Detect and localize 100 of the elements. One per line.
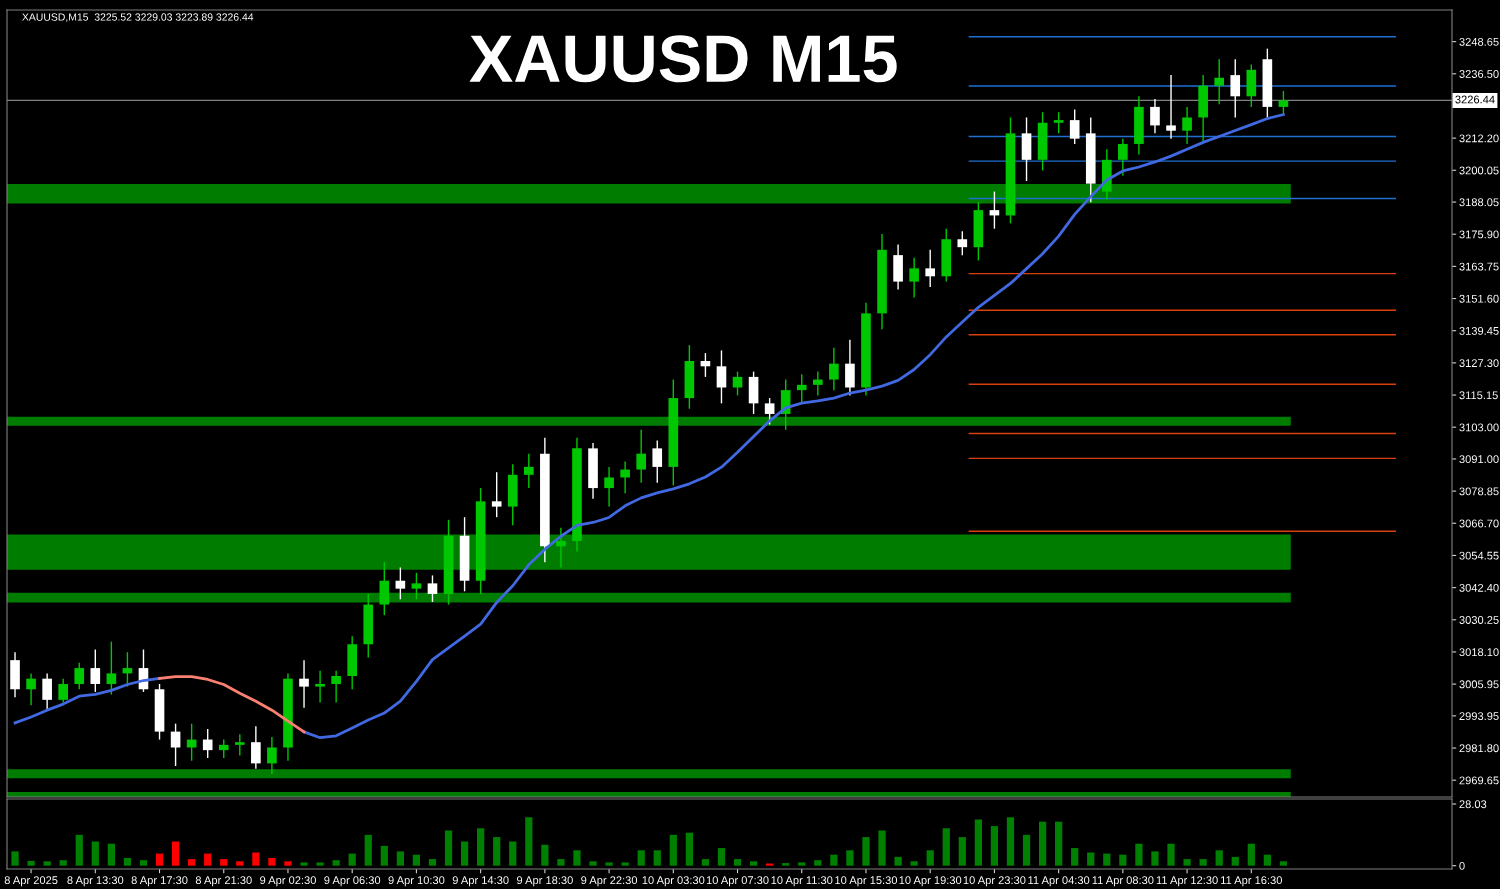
bar [204, 853, 212, 866]
bar [1055, 821, 1063, 866]
candlestick [218, 738, 229, 759]
candlestick [26, 672, 36, 706]
bar [557, 859, 565, 866]
bar [107, 843, 115, 866]
x-tick-label: 8 Apr 13:30 [67, 876, 124, 887]
bar [717, 848, 726, 866]
y-tick-label: 3200.05 [1459, 166, 1499, 175]
candlestick [299, 659, 309, 709]
bar [798, 862, 806, 866]
bar [862, 837, 870, 866]
candlestick [957, 230, 968, 256]
y-tick-label: 3054.55 [1459, 551, 1499, 560]
candlestick [764, 397, 775, 426]
bar [316, 862, 324, 866]
bar [412, 854, 421, 866]
candlestick [796, 373, 807, 405]
y-tick-label: 3005.95 [1459, 680, 1499, 689]
candlestick [1278, 90, 1289, 116]
x-tick-label: 8 Apr 21:30 [195, 876, 252, 887]
candlestick [1182, 106, 1192, 145]
bar [236, 861, 244, 866]
y-tick-label: 3212.20 [1459, 134, 1499, 143]
bar [460, 841, 469, 866]
candlestick [74, 662, 85, 690]
bar [1135, 843, 1143, 866]
bar [1071, 848, 1079, 866]
bar [123, 857, 132, 866]
x-tick-label: 10 Apr 07:30 [706, 876, 769, 887]
candlestick [812, 370, 823, 397]
candlestick [411, 572, 422, 600]
bar [59, 860, 67, 866]
y-tick-label: 3248.65 [1459, 37, 1499, 46]
x-tick-label: 10 Apr 23:30 [963, 876, 1026, 887]
candlestick [58, 677, 69, 704]
ref-line-label: 3226.44 [1455, 95, 1495, 104]
candlestick [395, 566, 406, 600]
x-tick-label: 8 Apr 2025 [4, 876, 58, 887]
candlestick [267, 736, 277, 775]
bar [396, 851, 404, 866]
bar [332, 860, 340, 866]
bar [139, 860, 148, 866]
bar [1279, 861, 1288, 866]
bar [268, 857, 276, 866]
x-tick-label: 11 Apr 04:30 [1028, 876, 1090, 887]
bar [428, 859, 437, 866]
candlestick [315, 670, 325, 704]
candlestick [1118, 137, 1128, 177]
bar [814, 860, 822, 866]
bar [749, 861, 758, 866]
bar [990, 826, 999, 866]
x-tick-label: 9 Apr 10:30 [388, 876, 445, 887]
y-tick-label: 2993.95 [1459, 712, 1499, 720]
candlestick [636, 429, 647, 484]
x-tick-label: 9 Apr 14:30 [452, 876, 509, 887]
y-tick-label: 3175.90 [1459, 230, 1499, 239]
candlestick [234, 733, 245, 757]
x-tick-label: 10 Apr 19:30 [899, 876, 962, 887]
y-tick-label: 3078.85 [1459, 487, 1499, 496]
candlestick [556, 527, 566, 569]
candlestick [620, 460, 630, 495]
y-tick-label: 3127.30 [1459, 359, 1499, 367]
bar [974, 819, 982, 866]
y-tick-label: 3163.75 [1459, 262, 1499, 271]
bar [11, 851, 19, 866]
line-series [158, 675, 306, 734]
y-tick-label: 2969.65 [1459, 776, 1499, 785]
bar [1247, 843, 1255, 866]
bar [444, 830, 453, 866]
bar [284, 861, 292, 866]
bar [910, 861, 918, 866]
candlestick [909, 257, 919, 299]
candlestick [1214, 58, 1225, 105]
bar [171, 841, 180, 866]
bar [942, 828, 950, 866]
bar [1183, 859, 1191, 866]
y-tick-label: 3018.10 [1459, 648, 1499, 657]
bar [669, 834, 677, 866]
candlestick [1166, 74, 1176, 140]
y-tick-label: 3188.05 [1459, 198, 1499, 207]
bar [958, 837, 966, 866]
bar [685, 832, 693, 866]
annotation: XAUUSD,M15 3225.52 3229.03 3223.89 3226.44 [22, 13, 254, 22]
y-tick-label: 3103.00 [1459, 423, 1499, 432]
bar [380, 845, 388, 866]
y-tick-label: 3139.45 [1459, 326, 1499, 335]
candlestick [1230, 58, 1241, 119]
bar [1022, 834, 1031, 866]
chart-title: XAUUSD M15 [469, 35, 897, 83]
bar [509, 841, 517, 866]
bar [701, 859, 710, 866]
x-tick-label: 10 Apr 15:30 [835, 876, 898, 887]
bar [75, 834, 83, 866]
x-tick-label: 9 Apr 02:30 [260, 876, 316, 887]
candlestick [491, 471, 502, 518]
bar [1038, 821, 1047, 866]
bar [573, 850, 581, 866]
bar [1103, 853, 1111, 866]
candlestick [716, 349, 727, 405]
